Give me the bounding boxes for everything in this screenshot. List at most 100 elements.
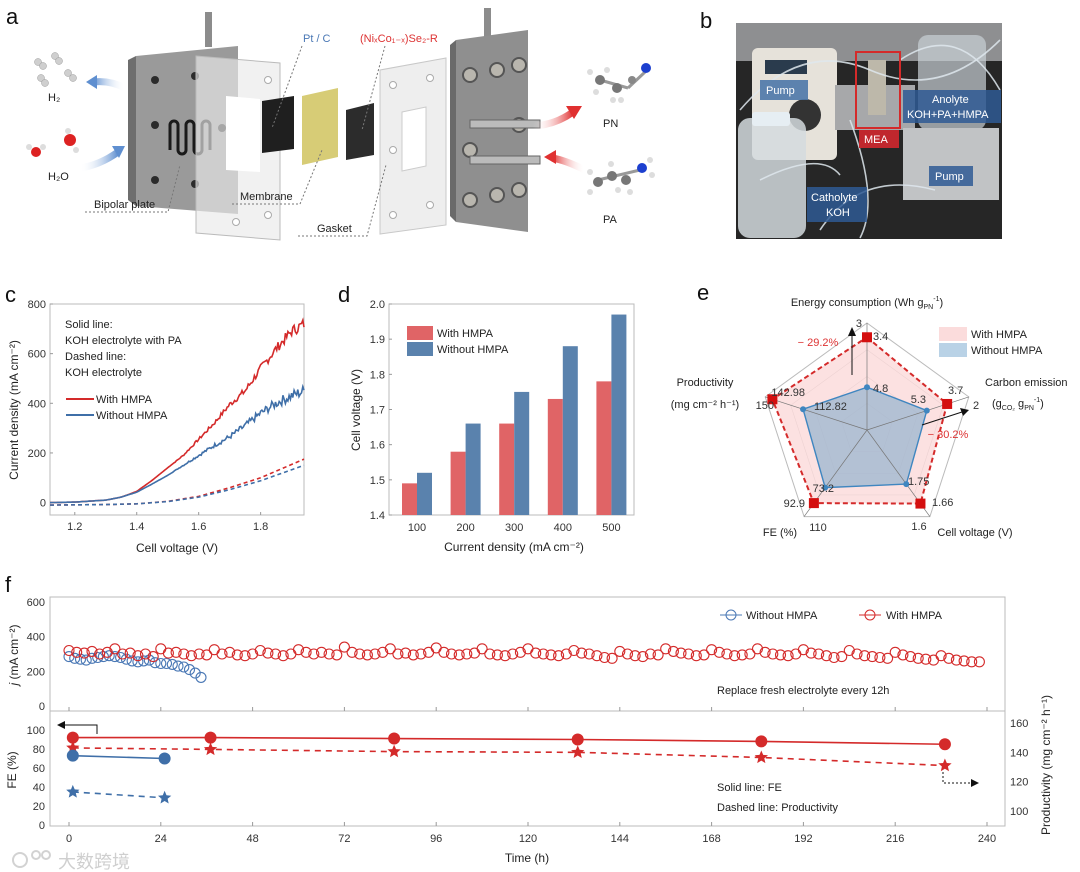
bar-with-hmpa	[499, 423, 515, 515]
productivity-star-point	[571, 745, 585, 758]
j-point-with-hmpa	[820, 650, 832, 662]
j-point-with-hmpa	[346, 646, 358, 658]
legend-swatch-with	[407, 326, 433, 340]
axis-max-label: 1.6	[911, 521, 926, 533]
j-point-with-hmpa	[744, 648, 756, 660]
j-point-with-hmpa	[170, 646, 182, 658]
fe-point	[755, 735, 768, 748]
j-point-with-hmpa	[774, 649, 787, 661]
bipolar-plate-right	[450, 8, 541, 232]
x-tick-label: 96	[430, 833, 442, 845]
productivity-tick-label: 100	[1010, 806, 1028, 818]
j-point-with-hmpa	[468, 647, 481, 659]
x-axis-title: Cell voltage (V)	[136, 541, 218, 555]
j-point-with-hmpa	[698, 649, 710, 661]
j-point-without-hmpa	[149, 657, 161, 669]
with-hmpa-value-label: 92.9	[784, 498, 805, 510]
arrowhead-icon	[971, 779, 979, 787]
mea-label: MEA	[864, 134, 889, 146]
j-point-with-hmpa	[782, 650, 794, 662]
legend-label-with: With HMPA	[437, 328, 494, 340]
j-point-with-hmpa	[675, 647, 687, 659]
j-point-with-hmpa	[147, 651, 159, 663]
y-tick-label: 0	[40, 498, 46, 510]
right-axis-pointer-arrow	[942, 772, 972, 784]
fe-tick-label: 20	[33, 801, 45, 813]
j-point-with-hmpa	[935, 650, 947, 662]
arrowhead-icon	[112, 146, 125, 158]
axis-max-label: 3	[856, 318, 862, 330]
j-point-with-hmpa	[553, 650, 565, 662]
j-point-with-hmpa	[583, 648, 595, 660]
x-tick-label: 100	[408, 522, 426, 534]
catholyte-content-label: KOH	[826, 207, 850, 219]
series-line-3	[49, 464, 305, 506]
j-point-without-hmpa	[195, 671, 207, 683]
legend-label-with: With HMPA	[971, 329, 1028, 341]
j-point-without-hmpa	[189, 667, 201, 679]
bottom-series-line-1	[72, 747, 945, 767]
j-point-with-hmpa	[484, 648, 496, 660]
anolyte-label: Anolyte	[932, 94, 969, 106]
j-point-with-hmpa	[859, 650, 871, 662]
j-point-with-hmpa	[507, 648, 519, 660]
with-hmpa-point	[862, 332, 872, 343]
bottom-plot-frame	[49, 710, 1006, 827]
panel-label-f: f	[5, 572, 12, 597]
y-tick-label: 800	[28, 299, 46, 311]
fe-tick-label: 0	[39, 820, 45, 832]
x-tick-label: 1.4	[129, 521, 144, 533]
j-point-with-hmpa	[736, 649, 748, 661]
j-point-with-hmpa	[560, 648, 572, 660]
fe-point	[938, 738, 951, 751]
without-hmpa-value-label: 112.82	[814, 401, 847, 413]
j-point-with-hmpa	[530, 647, 542, 659]
without-hmpa-point	[923, 407, 930, 414]
membrane-sheet	[302, 88, 338, 165]
axis-label-productivity-unit: (mg cm⁻² h⁻¹)	[671, 399, 739, 411]
annotation-dashed-desc: KOH electrolyte	[65, 367, 142, 379]
arrowhead-icon	[57, 721, 65, 729]
bottom-series-line-3	[72, 791, 165, 799]
pa-molecule-icon	[587, 157, 655, 195]
j-point-with-hmpa	[606, 652, 618, 664]
j-point-without-hmpa	[63, 651, 75, 663]
pn-molecule-icon	[587, 63, 651, 103]
legend-swatch-with	[939, 327, 967, 341]
left-axis-pointer-arrow	[64, 724, 98, 734]
fe-point	[66, 731, 79, 744]
j-point-with-hmpa	[591, 650, 603, 662]
without-hmpa-point	[822, 484, 829, 491]
j-point-with-hmpa	[323, 648, 335, 660]
transparent-gasket	[195, 55, 281, 241]
without-hmpa-value-label: 73.2	[813, 483, 834, 495]
j-point-with-hmpa	[155, 643, 167, 655]
j-point-with-hmpa	[438, 646, 450, 658]
j-point-with-hmpa	[966, 656, 978, 668]
without-hmpa-value-label: 5.3	[911, 394, 926, 406]
with-hmpa-value-label: 142.98	[771, 387, 805, 399]
j-point-with-hmpa	[178, 648, 190, 660]
series-line-1	[50, 383, 305, 504]
catholyte-label: Catholyte	[811, 192, 857, 204]
j-point-with-hmpa	[514, 646, 526, 658]
y-tick-label: 600	[28, 349, 46, 361]
productivity-star-point	[158, 790, 172, 804]
electrolyte-note: Replace fresh electrolyte every 12h	[717, 685, 889, 697]
fe-tick-label: 60	[33, 763, 45, 775]
pt-c-electrode	[262, 96, 294, 153]
legend-swatch-without	[939, 343, 967, 357]
with-hmpa-point	[942, 398, 953, 409]
legend-label-with: With HMPA	[886, 610, 943, 622]
x-tick-label: 400	[554, 522, 572, 534]
y-axis-title: Current density (mA cm⁻²)	[7, 340, 21, 480]
j-point-with-hmpa	[377, 646, 389, 658]
panel-e-radar-chart: e Energy consumption (Wh gPN-1) Carbon e…	[671, 280, 1068, 539]
j-point-with-hmpa	[805, 647, 817, 659]
j-point-with-hmpa	[63, 644, 75, 657]
pa-label: PA	[603, 214, 618, 226]
legend-label-without: Without HMPA	[971, 345, 1043, 357]
bar-without-hmpa	[465, 423, 481, 515]
bar-without-hmpa	[562, 346, 578, 515]
